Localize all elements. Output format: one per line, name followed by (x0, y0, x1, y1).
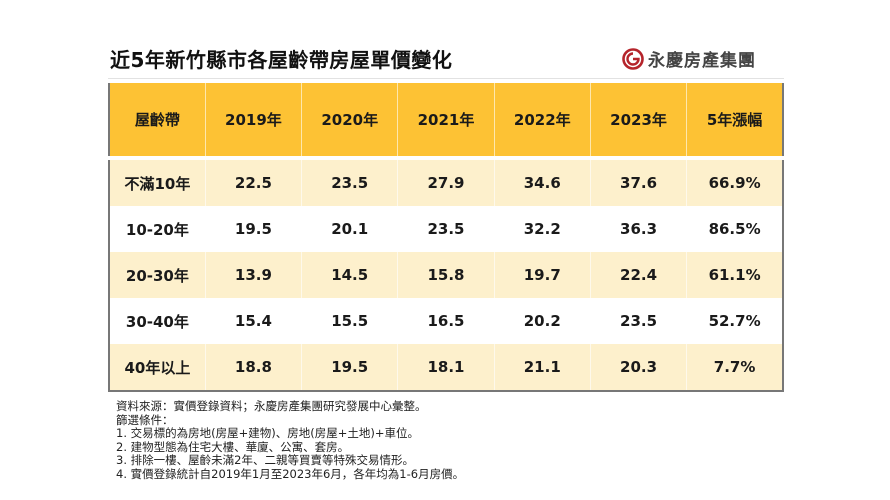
table-row: 30-40年 15.4 15.5 16.5 20.2 23.5 52.7% (109, 298, 783, 344)
table-cell: 20.2 (493, 298, 591, 344)
table-cell: 19.5 (301, 344, 398, 391)
table-cell: 37.6 (589, 158, 687, 206)
table-cell: 15.8 (397, 252, 495, 298)
table-cell: 32.2 (493, 206, 591, 252)
table-cell: 23.5 (589, 298, 687, 344)
row-label: 40年以上 (109, 344, 206, 391)
page-title: 近5年新竹縣市各屋齡帶房屋單價變化 (110, 48, 453, 72)
table-cell: 13.9 (204, 252, 302, 298)
table-cell: 34.6 (493, 158, 591, 206)
table-cell: 16.5 (397, 298, 495, 344)
brand-logo: 永慶房產集團 (622, 46, 756, 71)
table-cell: 20.1 (301, 206, 398, 252)
row-label: 30-40年 (109, 298, 206, 344)
table-cell: 14.5 (301, 252, 398, 298)
table-header-row: 屋齡帶 2019年 2020年 2021年 2022年 2023年 5年漲幅 (109, 83, 783, 160)
row-label: 不滿10年 (109, 158, 206, 206)
table-cell: 36.3 (589, 206, 687, 252)
column-header: 2022年 (493, 83, 591, 160)
footnotes: 資料來源：實價登錄資料；永慶房產集團研究發展中心彙整。 篩選條件： 1. 交易標… (116, 399, 465, 481)
source-note: 資料來源：實價登錄資料；永慶房產集團研究發展中心彙整。 (116, 399, 427, 413)
filter-note: 1. 交易標的為房地(房屋+建物)、房地(房屋+土地)+車位。 (116, 426, 419, 440)
change-cell: 7.7% (686, 344, 783, 391)
change-cell: 52.7% (686, 298, 783, 344)
filter-note: 2. 建物型態為住宅大樓、華廈、公寓、套房。 (116, 439, 350, 454)
column-header: 2019年 (204, 83, 302, 160)
table-cell: 20.3 (589, 344, 687, 391)
spiral-circle-logo-icon (622, 47, 644, 70)
row-label: 10-20年 (109, 206, 206, 252)
table-cell: 27.9 (397, 158, 495, 206)
filter-note: 4. 實價登錄統計自2019年1月至2023年6月，各年均為1-6月房價。 (116, 466, 465, 481)
table-row: 40年以上 18.8 19.5 18.1 21.1 20.3 7.7% (109, 344, 783, 391)
table-row: 20-30年 13.9 14.5 15.8 19.7 22.4 61.1% (109, 252, 783, 298)
column-header: 2020年 (301, 83, 398, 160)
table-cell: 19.5 (204, 206, 302, 252)
table-cell: 15.4 (204, 298, 302, 344)
change-cell: 66.9% (686, 158, 783, 206)
logo-text: 永慶房產集團 (648, 51, 756, 71)
table-cell: 23.5 (301, 158, 398, 206)
row-label: 20-30年 (109, 252, 206, 298)
table-cell: 21.1 (493, 344, 591, 391)
price-table: 屋齡帶 2019年 2020年 2021年 2022年 2023年 5年漲幅 不… (108, 83, 784, 392)
table-row: 10-20年 19.5 20.1 23.5 32.2 36.3 86.5% (109, 206, 783, 252)
table-cell: 22.4 (589, 252, 687, 298)
table-cell: 22.5 (204, 158, 302, 206)
change-cell: 86.5% (686, 206, 783, 252)
column-header: 2021年 (397, 83, 495, 160)
column-header: 屋齡帶 (109, 83, 206, 160)
table-row: 不滿10年 22.5 23.5 27.9 34.6 37.6 66.9% (109, 158, 783, 206)
filter-heading: 篩選條件： (116, 412, 174, 427)
table-cell: 18.1 (397, 344, 495, 391)
column-header: 5年漲幅 (686, 83, 783, 160)
divider (108, 78, 784, 79)
column-header: 2023年 (589, 83, 687, 160)
table-cell: 23.5 (397, 206, 495, 252)
filter-note: 3. 排除一樓、屋齡未滿2年、二親等買賣等特殊交易情形。 (116, 453, 414, 467)
table-cell: 19.7 (493, 252, 591, 298)
change-cell: 61.1% (686, 252, 783, 298)
table-cell: 15.5 (301, 298, 398, 344)
table-cell: 18.8 (204, 344, 302, 391)
